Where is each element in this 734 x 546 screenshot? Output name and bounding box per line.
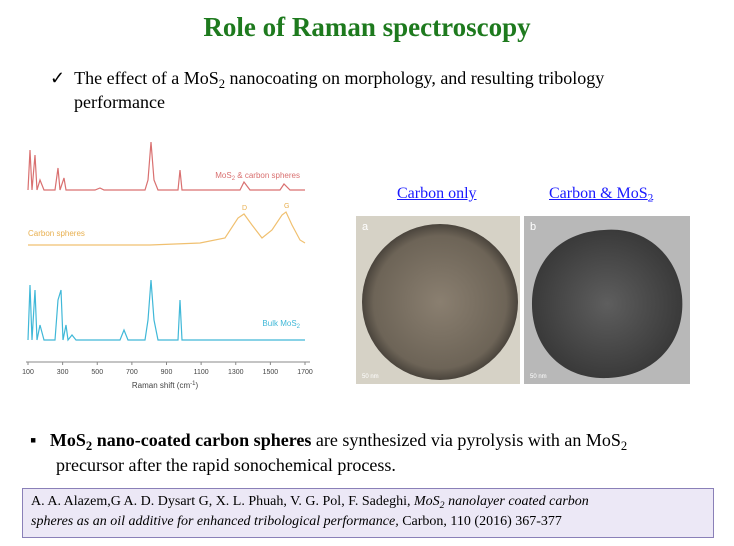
slide-title: Role of Raman spectroscopy [203, 12, 531, 42]
spectrum [27, 141, 305, 191]
x-tick-label: 1500 [263, 369, 279, 376]
text: 2 [620, 438, 628, 453]
spectrum [27, 279, 305, 342]
text: 2 [218, 76, 226, 91]
x-axis-label: Raman shift (cm-1) [132, 381, 199, 390]
text: nano-coated carbon spheres [92, 430, 312, 450]
image-caption: Carbon & MoS2 [549, 185, 654, 205]
bullet-cont: precursor after the rapid sonochemical p… [56, 455, 396, 475]
text: 2 [439, 499, 445, 511]
image-letter: a [362, 221, 369, 233]
tem-images: a b 50 nm 50 nm [356, 216, 690, 384]
text: nanocoating on morphology, and resulting… [225, 68, 605, 88]
x-tick-label: 900 [161, 369, 173, 376]
text: 2 [647, 192, 654, 205]
scale-bar: 50 nm [530, 374, 547, 380]
x-tick-label: 1100 [194, 369, 209, 376]
x-tick-label: 1300 [228, 369, 244, 376]
x-tick-label: 1700 [297, 369, 313, 376]
series-label: Carbon spheres [28, 229, 85, 238]
x-tick-label: 500 [91, 369, 103, 376]
text: A. A. Alazem,G A. D. Dysart G, X. L. Phu… [31, 494, 414, 509]
peak-label: D [242, 205, 247, 212]
x-tick-label: 300 [57, 369, 69, 376]
image-letter: b [530, 221, 536, 233]
bullet: ▪ MoS2 nano-coated carbon spheres are sy… [30, 430, 628, 453]
sphere [362, 224, 518, 380]
text: MoS [49, 430, 86, 450]
series-label: MoS2 & carbon spheres [215, 171, 300, 182]
text: The effect of a MoS [74, 68, 219, 88]
check-item-cont: performance [74, 92, 165, 112]
x-tick-label: 700 [126, 369, 138, 376]
text: Carbon, 110 (2016) 367-377 [398, 514, 562, 529]
text: nanolayer coated carbon [444, 494, 589, 509]
x-tick-label: 100 [22, 369, 34, 376]
raman-figure: MoS2 & carbon spheres Carbon spheres Bul… [22, 141, 313, 390]
text: MoS2 nanolayer coated carbon spheres as a… [31, 494, 589, 529]
reference-box: A. A. Alazem,G A. D. Dysart G, X. L. Phu… [22, 488, 714, 538]
text: 2 [85, 438, 93, 453]
text: MoS [413, 494, 440, 509]
series-label: Bulk MoS2 [262, 319, 300, 330]
check-item: ✓ The effect of a MoS2 nanocoating on mo… [50, 68, 605, 91]
spectrum [28, 211, 306, 246]
text: Carbon & MoS [549, 185, 648, 202]
image-caption: Carbon only [397, 185, 477, 202]
sphere [531, 229, 683, 379]
text: spheres as an oil additive for enhanced … [31, 514, 399, 529]
scale-bar: 50 nm [362, 374, 379, 380]
text: MoS2 nano-coated carbon spheres [49, 430, 312, 453]
peak-label: G [284, 203, 289, 210]
text: are synthesized via pyrolysis with an Mo… [311, 430, 621, 450]
